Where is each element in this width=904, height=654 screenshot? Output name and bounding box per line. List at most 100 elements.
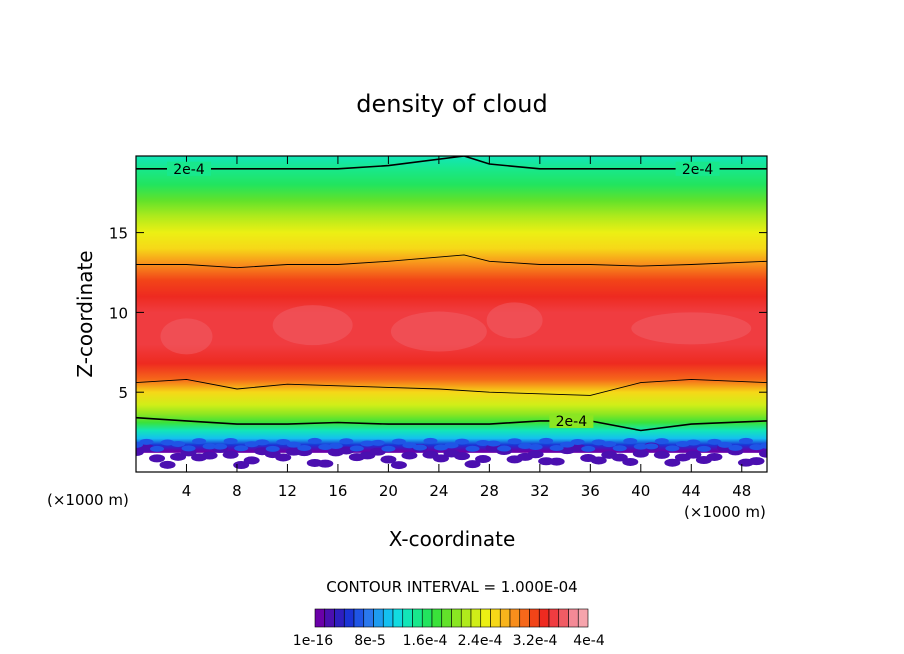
- colorbar-label: 4e-4: [573, 633, 605, 649]
- field-cell: [213, 443, 228, 450]
- field-cell: [560, 441, 575, 448]
- field-cell: [465, 445, 480, 452]
- field-cell: [360, 440, 375, 447]
- field-cell: [328, 442, 343, 449]
- colorbar-swatch: [519, 608, 530, 628]
- x-tick-label: 44: [682, 482, 701, 500]
- contour-label-bg: [167, 161, 212, 176]
- field-cell: [276, 439, 291, 446]
- field-cell: [622, 457, 639, 466]
- field-cell: [633, 443, 648, 450]
- contour-line: [136, 416, 767, 432]
- field-cell: [475, 455, 492, 464]
- colorbar-swatch: [538, 608, 550, 628]
- field-cell: [518, 442, 533, 449]
- field-cell: [675, 441, 690, 447]
- colorbar-label: 1e-16: [293, 633, 333, 649]
- field-cell: [527, 450, 544, 459]
- colorbar-swatch: [509, 608, 521, 628]
- x-tick-label: 28: [480, 482, 499, 500]
- x-axis-ticks: 4 8 12 16 20 24 28 32 36 40 44 48: [182, 156, 751, 500]
- field-cell: [686, 439, 701, 446]
- x-tick-label: 36: [581, 482, 600, 500]
- field-cell: [222, 450, 239, 459]
- contour-label: 2e-4: [556, 414, 588, 430]
- x-tick-label: 20: [379, 482, 398, 500]
- colorbar-swatch: [392, 608, 404, 628]
- field-cell: [486, 440, 501, 447]
- field-cell: [159, 460, 176, 469]
- field-cell: [391, 438, 406, 445]
- field-cell: [138, 444, 155, 453]
- x-tick-label: 12: [278, 482, 297, 500]
- colorbar-swatch: [314, 608, 326, 628]
- field-cell: [192, 438, 207, 445]
- y-axis-ticks: 5 10 15: [109, 225, 767, 402]
- contour-line: [136, 378, 767, 396]
- field-cell: [653, 450, 670, 459]
- field-cell: [433, 444, 448, 451]
- field-cell: [160, 439, 175, 446]
- field-cell: [654, 438, 669, 445]
- field-cell: [181, 445, 196, 452]
- colorbar-swatch: [412, 608, 423, 628]
- colorbar-label: 1.6e-4: [403, 633, 448, 649]
- field-cell: [486, 302, 543, 339]
- x-unit-label: (×1000 m): [684, 503, 766, 521]
- field-detail: [136, 302, 767, 472]
- colorbar-swatch: [441, 608, 452, 628]
- contour-label-bg: [549, 413, 594, 428]
- plot-frame: [135, 155, 768, 473]
- colorbar-swatch: [577, 608, 589, 628]
- field-cell: [590, 456, 607, 465]
- field-cell: [202, 443, 217, 450]
- field-cell: [706, 452, 723, 461]
- colorbar-swatch: [558, 608, 569, 628]
- field-cell: [255, 439, 270, 446]
- field-cell: [611, 453, 628, 462]
- field-cell: [275, 453, 292, 462]
- colorbar-swatch: [568, 608, 579, 628]
- field-cell: [539, 437, 554, 444]
- field-cell: [223, 438, 238, 445]
- field-cell: [696, 445, 711, 452]
- field-cell: [707, 438, 722, 445]
- colorbar-label: 2.4e-4: [458, 633, 503, 649]
- field-cell: [244, 441, 259, 448]
- field-cell: [150, 445, 165, 452]
- colorbar-label: 8e-5: [354, 633, 385, 649]
- field-cell: [432, 454, 449, 463]
- x-tick-label: 48: [732, 482, 751, 500]
- field-cell: [318, 443, 333, 450]
- field-cell: [664, 458, 681, 467]
- colorbar-swatch: [373, 608, 384, 628]
- field-cell: [738, 437, 753, 444]
- colorbar-swatch: [490, 608, 501, 628]
- contour-line: [136, 156, 767, 170]
- colorbar-swatch: [470, 608, 482, 628]
- field-cell: [749, 444, 764, 451]
- field-cell: [243, 456, 260, 465]
- field-cell: [665, 445, 680, 452]
- colorbar-swatch: [324, 608, 335, 628]
- colorbar-swatch: [382, 608, 394, 628]
- field-cell: [632, 449, 649, 458]
- field-cell: [286, 441, 301, 448]
- field-cell: [234, 445, 249, 452]
- field-cell: [581, 445, 596, 452]
- field-cell: [339, 438, 354, 445]
- colorbar-swatch: [499, 608, 511, 628]
- field-cell: [381, 445, 396, 452]
- field-cell: [390, 311, 487, 352]
- field-cell: [612, 445, 627, 452]
- density-field: [136, 156, 767, 472]
- field-cell: [644, 443, 659, 450]
- field-cell: [401, 451, 418, 460]
- x-tick-label: 8: [232, 482, 242, 500]
- colorbar-swatch: [353, 608, 365, 628]
- colorbar-swatch: [548, 608, 560, 628]
- colorbar: [314, 608, 589, 628]
- field-cell: [464, 460, 481, 469]
- field-cell: [728, 444, 743, 451]
